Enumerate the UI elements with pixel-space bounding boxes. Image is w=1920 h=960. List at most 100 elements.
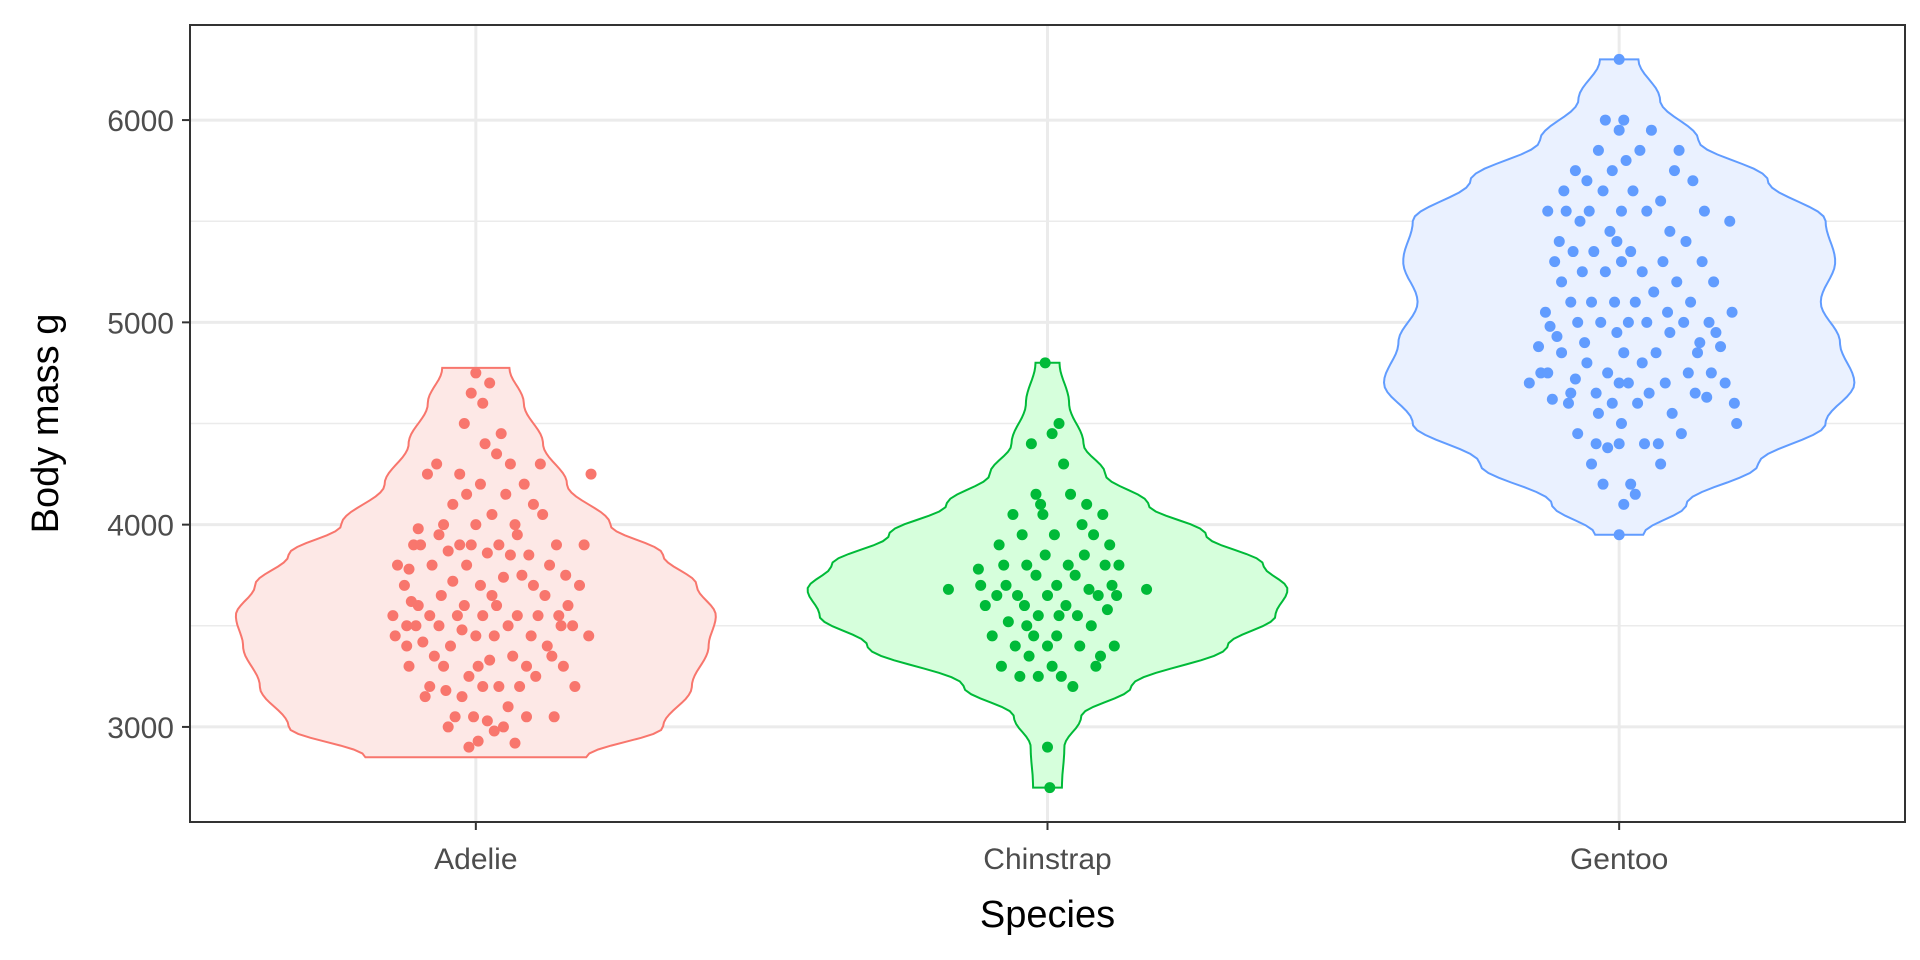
- data-point: [442, 721, 454, 733]
- data-point: [1701, 391, 1713, 403]
- data-point: [1606, 165, 1618, 177]
- data-point: [1668, 165, 1680, 177]
- data-point: [1648, 286, 1660, 298]
- x-axis-title: Species: [980, 894, 1115, 936]
- data-point: [1627, 185, 1639, 197]
- data-point: [468, 711, 480, 723]
- data-point: [438, 660, 450, 672]
- data-point: [1113, 559, 1125, 571]
- data-point: [479, 438, 491, 450]
- data-point: [403, 563, 415, 575]
- data-point: [553, 610, 565, 622]
- data-point: [527, 498, 539, 510]
- data-point: [1560, 205, 1572, 217]
- data-point: [1569, 165, 1581, 177]
- y-tick-label: 4000: [107, 510, 174, 543]
- data-point: [1728, 397, 1740, 409]
- data-point: [1639, 438, 1651, 450]
- data-point: [1599, 266, 1611, 278]
- data-point: [1099, 559, 1111, 571]
- data-point: [1141, 583, 1153, 595]
- data-point: [507, 650, 519, 662]
- data-point: [1023, 650, 1035, 662]
- data-point: [560, 569, 572, 581]
- data-point: [1556, 276, 1568, 288]
- data-point: [1620, 155, 1632, 167]
- data-point: [998, 559, 1010, 571]
- data-point: [1032, 670, 1044, 682]
- data-point: [470, 630, 482, 642]
- data-point: [449, 711, 461, 723]
- data-point: [1071, 610, 1083, 622]
- y-tick-label: 5000: [107, 307, 174, 340]
- data-point: [986, 630, 998, 642]
- data-point: [488, 630, 500, 642]
- data-point: [1030, 488, 1042, 500]
- data-point: [1597, 185, 1609, 197]
- data-point: [1046, 428, 1058, 440]
- violin-chinstrap: [806, 361, 1289, 789]
- data-point: [1051, 630, 1063, 642]
- data-point: [1705, 367, 1717, 379]
- data-point: [1613, 124, 1625, 136]
- data-point: [991, 589, 1003, 601]
- data-point: [521, 711, 533, 723]
- data-point: [514, 680, 526, 692]
- data-point: [1028, 630, 1040, 642]
- data-point: [1613, 438, 1625, 450]
- data-point: [1599, 114, 1611, 126]
- data-point: [504, 549, 516, 561]
- data-point: [516, 569, 528, 581]
- data-point: [1634, 144, 1646, 156]
- data-point: [458, 600, 470, 612]
- data-point: [1586, 296, 1598, 308]
- data-point: [1719, 377, 1731, 389]
- data-point: [421, 468, 433, 480]
- data-point: [484, 377, 496, 389]
- data-point: [567, 620, 579, 632]
- data-point: [1655, 458, 1667, 470]
- data-point: [461, 488, 473, 500]
- data-point: [1579, 337, 1591, 349]
- data-point: [942, 583, 954, 595]
- data-point: [1007, 509, 1019, 521]
- violin-adelie: [234, 366, 717, 759]
- data-point: [456, 691, 468, 703]
- data-point: [1083, 583, 1095, 595]
- data-point: [1622, 377, 1634, 389]
- data-point: [1664, 326, 1676, 338]
- data-point: [1595, 316, 1607, 328]
- data-point: [562, 600, 574, 612]
- data-point: [1016, 529, 1028, 541]
- data-point: [472, 660, 484, 672]
- data-point: [530, 670, 542, 682]
- data-point: [1645, 124, 1657, 136]
- data-point: [1726, 306, 1738, 318]
- data-point: [1067, 680, 1079, 692]
- data-point: [1018, 600, 1030, 612]
- data-point: [454, 468, 466, 480]
- data-point: [412, 600, 424, 612]
- data-point: [1625, 246, 1637, 258]
- data-point: [1659, 377, 1671, 389]
- data-point: [458, 418, 470, 429]
- y-tick-label: 3000: [107, 712, 174, 745]
- data-point: [1090, 660, 1102, 672]
- data-point: [391, 559, 403, 571]
- data-point: [979, 600, 991, 612]
- data-point: [1671, 276, 1683, 288]
- data-point: [1618, 114, 1630, 126]
- data-point: [1680, 235, 1692, 247]
- data-point: [583, 630, 595, 642]
- data-point: [428, 650, 440, 662]
- data-point: [1551, 331, 1563, 343]
- data-point: [1572, 316, 1584, 328]
- data-point: [387, 610, 399, 622]
- data-point: [1641, 205, 1653, 217]
- data-point: [546, 650, 558, 662]
- data-point: [1613, 377, 1625, 389]
- data-point: [1710, 326, 1722, 338]
- data-point: [1562, 397, 1574, 409]
- data-point: [1613, 53, 1625, 65]
- data-point: [1000, 579, 1012, 591]
